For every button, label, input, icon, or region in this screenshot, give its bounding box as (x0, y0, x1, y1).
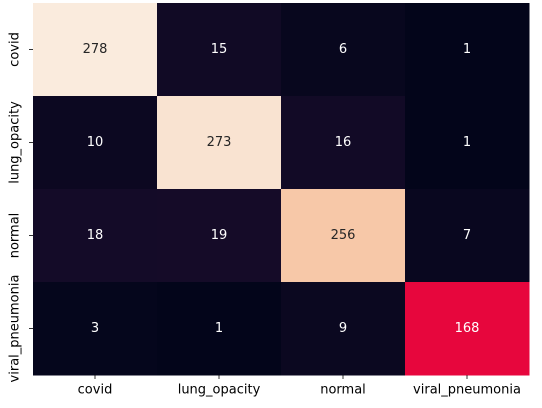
y-tick-label: normal (8, 213, 23, 259)
y-tick-label: covid (8, 32, 23, 67)
heatmap-cells (33, 3, 530, 376)
heatmap-cell-covid-normal (281, 3, 406, 97)
heatmap-cell-viral_pneumonia-covid (33, 282, 158, 376)
x-tick-label: normal (320, 383, 366, 398)
cell-value-label: 168 (455, 321, 480, 336)
heatmap-cell-normal-covid (33, 189, 158, 283)
heatmap-cell-lung_opacity-lung_opacity (157, 96, 282, 190)
cell-value-label: 273 (207, 135, 232, 150)
heatmap-cell-covid-covid (33, 3, 158, 97)
cell-value-label: 3 (91, 321, 99, 336)
heatmap-cell-normal-normal (281, 189, 406, 283)
cell-value-label: 7 (463, 228, 471, 243)
y-tick-label: viral_pneumonia (8, 275, 23, 383)
x-axis: covid lung_opacity normal viral_pneumonia (78, 375, 521, 398)
cell-value-label: 1 (215, 321, 223, 336)
heatmap-cell-viral_pneumonia-lung_opacity (157, 282, 282, 376)
heatmap-cell-viral_pneumonia-viral_pneumonia (405, 282, 530, 376)
x-tick-label: viral_pneumonia (413, 383, 521, 398)
heatmap-cell-lung_opacity-covid (33, 96, 158, 190)
x-tick-label: lung_opacity (178, 383, 261, 398)
heatmap-cell-normal-viral_pneumonia (405, 189, 530, 283)
heatmap-cell-covid-viral_pneumonia (405, 3, 530, 97)
cell-value-label: 15 (211, 42, 228, 57)
cell-value-label: 10 (87, 135, 104, 150)
heatmap-cell-lung_opacity-viral_pneumonia (405, 96, 530, 190)
cell-value-label: 1 (463, 42, 471, 57)
x-tick-label: covid (78, 383, 113, 398)
cell-value-label: 6 (339, 42, 347, 57)
heatmap-cell-labels: 278 15 6 110 273 16 118 19 256 73 1 9 168 (83, 42, 480, 336)
cell-value-label: 16 (335, 135, 352, 150)
heatmap-cell-lung_opacity-normal (281, 96, 406, 190)
cell-value-label: 18 (87, 228, 104, 243)
cell-value-label: 9 (339, 321, 347, 336)
y-tick-label: lung_opacity (8, 101, 23, 184)
heatmap-cell-normal-lung_opacity (157, 189, 282, 283)
cell-value-label: 256 (331, 228, 356, 243)
heatmap-cell-viral_pneumonia-normal (281, 282, 406, 376)
cell-value-label: 19 (211, 228, 228, 243)
heatmap-cell-covid-lung_opacity (157, 3, 282, 97)
cell-value-label: 1 (463, 135, 471, 150)
cell-value-label: 278 (83, 42, 108, 57)
